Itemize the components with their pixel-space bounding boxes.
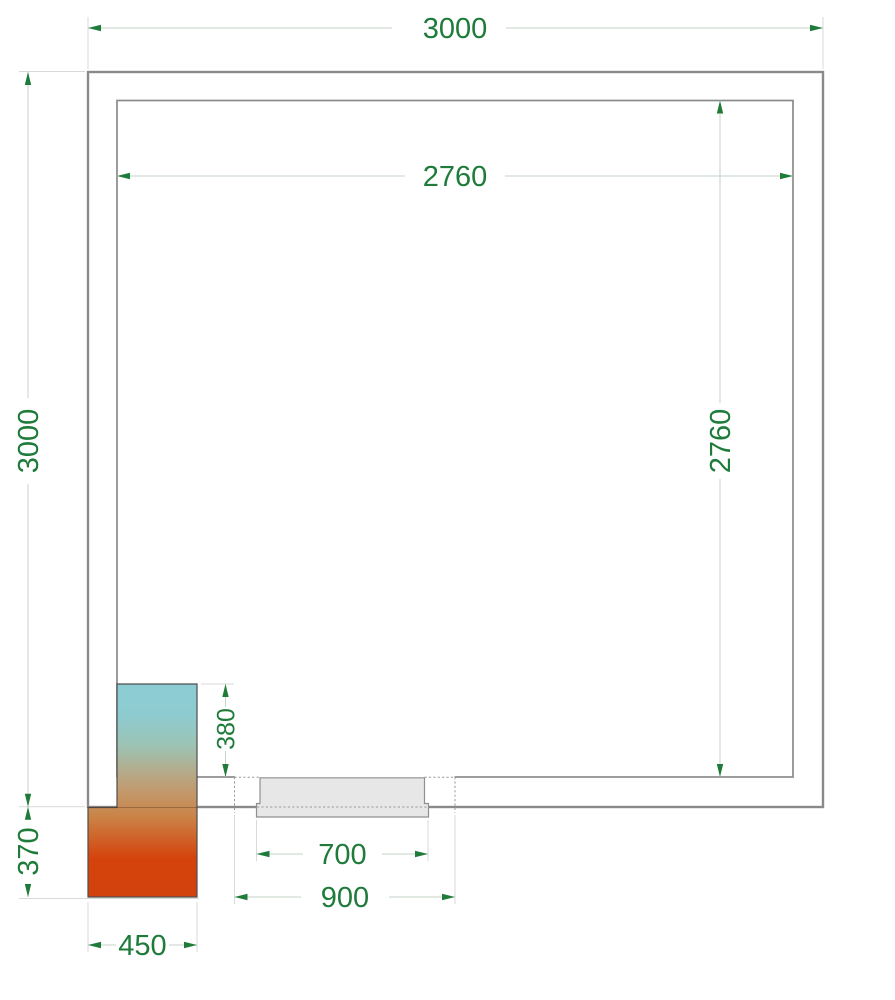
arrowhead-up-icon	[716, 100, 724, 114]
dim-door-opening-label: 900	[321, 882, 369, 914]
arrowhead-down-icon	[716, 764, 724, 777]
dim-inner-width-label: 2760	[423, 161, 488, 193]
arrowhead-left-icon	[88, 24, 101, 32]
dim-door-leaf-label: 700	[318, 839, 366, 871]
dim-door-opening: 900	[234, 815, 456, 914]
dim-unit-outer-depth: 370	[13, 806, 199, 899]
dim-unit-width-label: 450	[118, 930, 166, 962]
dim-unit-width: 450	[87, 902, 198, 962]
arrowhead-down-icon	[222, 764, 229, 777]
refrigeration-unit-body	[87, 683, 198, 898]
refrigeration-unit	[87, 683, 198, 898]
dim-outer-width: 3000	[87, 13, 824, 69]
dim-door-leaf: 700	[256, 820, 429, 871]
arrowhead-down-icon	[24, 793, 32, 807]
dim-inner-height-label: 2760	[705, 409, 737, 474]
arrowhead-left-icon	[117, 172, 130, 180]
arrowhead-right-icon	[810, 24, 823, 32]
dim-inner-width: 2760	[117, 161, 793, 193]
arrowhead-right-icon	[442, 893, 455, 901]
dim-outer-height-label: 3000	[13, 409, 45, 474]
arrowhead-down-icon	[24, 884, 32, 897]
arrowhead-up-icon	[222, 684, 229, 697]
dim-evaporator-depth: 380	[201, 683, 240, 777]
dim-unit-outer-depth-label: 370	[13, 827, 45, 875]
dim-outer-width-lines	[87, 17, 824, 69]
arrowhead-left-icon	[256, 850, 270, 858]
arrowhead-right-icon	[780, 172, 793, 180]
dim-inner-height: 2760	[705, 100, 737, 777]
arrowhead-right-icon	[184, 941, 197, 949]
arrowhead-right-icon	[415, 850, 428, 858]
dim-outer-height-lines	[19, 71, 85, 808]
arrowhead-left-icon	[88, 941, 101, 949]
inner-wall	[116, 99, 794, 778]
arrowhead-left-icon	[234, 893, 248, 901]
door-opening-hidden-edges	[234, 776, 456, 813]
arrowhead-up-icon	[24, 72, 32, 85]
door	[255, 777, 430, 818]
dim-outer-width-label: 3000	[423, 13, 488, 45]
dim-outer-height: 3000	[13, 71, 85, 808]
door-opening-gap	[235, 772, 455, 782]
dim-evaporator-depth-label: 380	[212, 708, 240, 750]
door-leaf	[255, 777, 430, 818]
arrowhead-up-icon	[24, 806, 32, 820]
